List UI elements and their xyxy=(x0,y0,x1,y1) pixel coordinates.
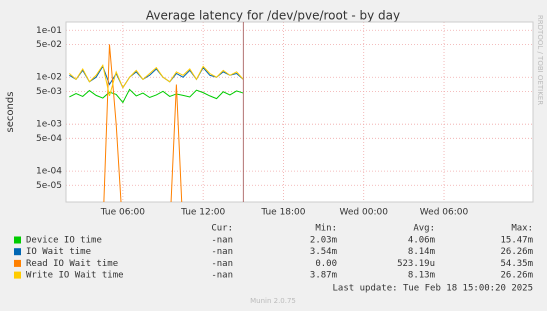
x-tick-label: Wed 00:00 xyxy=(340,208,389,218)
legend-stat: 3.87m xyxy=(310,271,337,281)
side-label: RRDTOOL / TOBI OETIKER xyxy=(536,15,544,105)
plot-area xyxy=(66,22,533,202)
legend-stat: 0.00 xyxy=(315,259,337,269)
x-tick-label: Wed 06:00 xyxy=(420,208,469,218)
y-tick-label: 1e-01 xyxy=(36,26,62,36)
legend-swatch xyxy=(14,248,21,256)
legend-stat: -nan xyxy=(211,236,233,246)
legend-swatch xyxy=(14,259,21,267)
y-tick-label: 5e-05 xyxy=(36,181,62,191)
legend-header: Min: xyxy=(315,224,337,234)
legend-label: IO Wait time xyxy=(26,247,91,257)
legend-stat: 54.35m xyxy=(500,259,533,269)
legend-label: Device IO time xyxy=(26,236,102,246)
legend-stat: 8.14m xyxy=(408,247,435,257)
legend-stat: 2.03m xyxy=(310,236,337,246)
legend-header: Max: xyxy=(511,224,533,234)
legend-label: Write IO Wait time xyxy=(26,271,124,281)
legend-stat: 523.19u xyxy=(397,259,435,269)
legend-header: Cur: xyxy=(211,224,233,234)
legend-stat: 3.54m xyxy=(310,247,337,257)
y-tick-label: 5e-02 xyxy=(36,40,62,50)
y-tick-label: 1e-03 xyxy=(36,120,62,130)
legend-label: Read IO Wait time xyxy=(26,259,118,269)
plot-frame xyxy=(65,21,534,203)
legend-swatch xyxy=(14,271,21,279)
x-tick-label: Tue 06:00 xyxy=(100,208,145,218)
series-line xyxy=(69,88,244,104)
y-tick-label: 5e-03 xyxy=(36,87,62,97)
legend-stat: -nan xyxy=(211,259,233,269)
footer: Munin 2.0.75 xyxy=(250,297,296,305)
legend-header: Avg: xyxy=(413,224,435,234)
last-update: Last update: Tue Feb 18 15:00:20 2025 xyxy=(333,284,533,294)
chart-title: Average latency for /dev/pve/root - by d… xyxy=(146,9,400,23)
y-axis-label: seconds xyxy=(5,92,16,133)
legend-stat: 8.13m xyxy=(408,271,435,281)
series-line xyxy=(69,65,244,89)
series-line xyxy=(69,63,244,97)
y-tick-label: 5e-04 xyxy=(36,134,62,144)
legend-stat: 26.26m xyxy=(500,271,533,281)
legend-swatch xyxy=(14,236,21,244)
y-tick-label: 1e-02 xyxy=(36,73,62,83)
x-tick-label: Tue 12:00 xyxy=(180,208,225,218)
y-tick-label: 1e-04 xyxy=(36,167,62,177)
legend-stat: 4.06m xyxy=(408,236,435,246)
x-tick-label: Tue 18:00 xyxy=(260,208,305,218)
legend-stat: 26.26m xyxy=(500,247,533,257)
legend-stat: 15.47m xyxy=(500,236,533,246)
legend-stat: -nan xyxy=(211,247,233,257)
series-group xyxy=(69,44,244,202)
legend-stat: -nan xyxy=(211,271,233,281)
